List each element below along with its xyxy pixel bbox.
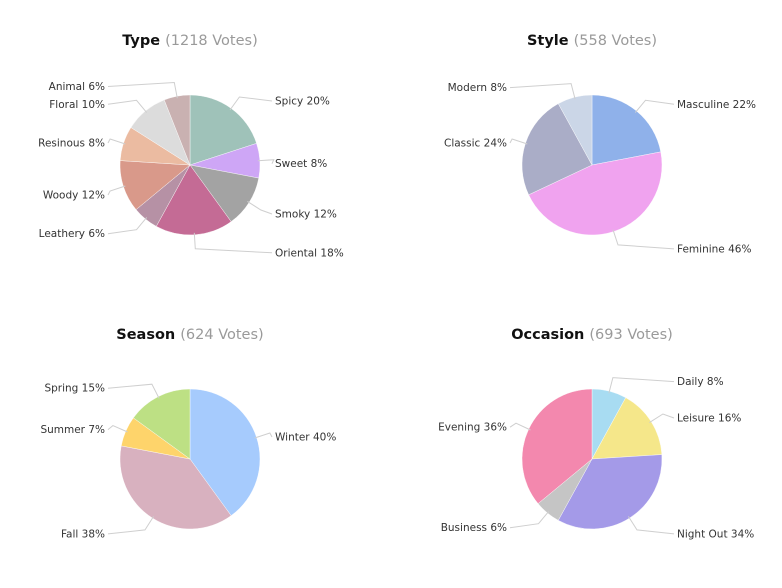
slice-label-modern: Modern 8%	[448, 82, 507, 94]
slice-label-spicy: Spicy 20%	[275, 96, 330, 108]
leader-line	[649, 413, 675, 424]
slice-label-summer: Summer 7%	[40, 424, 105, 436]
slice-label-smoky: Smoky 12%	[275, 209, 337, 221]
leader-line	[509, 422, 531, 431]
slice-label-classic: Classic 24%	[444, 138, 507, 150]
chart-title: Type (1218 Votes)	[122, 33, 258, 49]
vote-count: (624 Votes)	[180, 327, 263, 343]
vote-count: (558 Votes)	[574, 33, 657, 49]
leader-line	[247, 200, 273, 215]
leader-line	[634, 99, 675, 113]
pie-chart-season: Season (624 Votes) Winter 40% Fall 38% Summe…	[40, 327, 336, 540]
slice-label-winter: Winter 40%	[275, 432, 336, 444]
chart-title: Season (624 Votes)	[116, 327, 263, 343]
leader-line	[254, 432, 273, 439]
leader-line	[107, 516, 155, 535]
slice-label-masculine: Masculine 22%	[677, 99, 756, 111]
slice-label-fall: Fall 38%	[61, 528, 105, 540]
leader-line	[509, 138, 528, 145]
pie-chart-style: Style (558 Votes) Masculine 22% Feminine 46…	[444, 33, 756, 255]
slice-label-spring: Spring 15%	[44, 383, 105, 395]
leader-line	[509, 83, 576, 100]
leader-line	[229, 96, 273, 111]
pie-chart-occasion: Occasion (693 Votes) Daily 8% Leisure 16% Ni…	[438, 327, 754, 540]
slice-label-sweet: Sweet 8%	[275, 158, 327, 170]
vote-count: (1218 Votes)	[165, 33, 258, 49]
slice-label-evening: Evening 36%	[438, 422, 507, 434]
leader-line	[107, 185, 126, 196]
slice-label-resinous: Resinous 8%	[38, 138, 105, 150]
slice-label-woody: Woody 12%	[43, 190, 105, 202]
leader-line	[107, 217, 148, 235]
leader-line	[107, 99, 148, 113]
vote-count: (693 Votes)	[589, 327, 672, 343]
slice-label-business: Business 6%	[441, 522, 507, 534]
leader-line	[509, 511, 550, 529]
pie-chart-type: Type (1218 Votes) Spicy 20% Sweet 8% Smoky 1…	[38, 33, 344, 259]
slice-label-night-out: Night Out 34%	[677, 528, 754, 540]
leader-line	[612, 229, 675, 250]
chart-title: Style (558 Votes)	[527, 33, 657, 49]
leader-line	[107, 383, 160, 399]
leader-line	[608, 377, 675, 394]
slice-label-floral: Floral 10%	[49, 99, 105, 111]
chart-title: Occasion (693 Votes)	[511, 327, 673, 343]
slice-label-leathery: Leathery 6%	[39, 228, 105, 240]
leader-line	[193, 232, 273, 254]
slice-label-daily: Daily 8%	[677, 376, 724, 388]
slice-label-feminine: Feminine 46%	[677, 243, 751, 255]
leader-line	[257, 159, 275, 164]
slice-label-oriental: Oriental 18%	[275, 247, 344, 259]
leader-line	[107, 425, 128, 433]
leader-line	[107, 81, 178, 99]
leader-line	[107, 138, 126, 145]
leader-line	[627, 516, 675, 535]
slice-label-leisure: Leisure 16%	[677, 413, 741, 425]
slice-label-animal: Animal 6%	[49, 81, 105, 93]
